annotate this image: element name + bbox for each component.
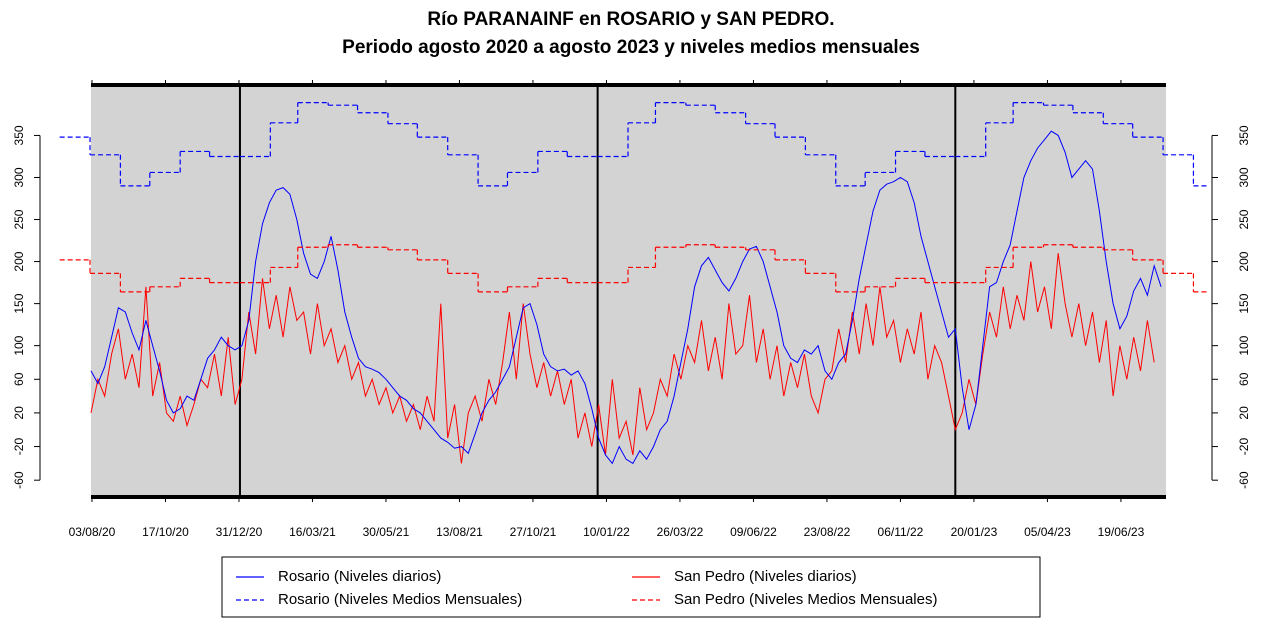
y-tick-label: 350: [1237, 125, 1251, 145]
y-tick-label: 200: [1237, 251, 1251, 271]
x-tick-label: 13/08/21: [436, 525, 483, 539]
y-tick-label: 20: [1237, 406, 1251, 420]
legend-box: [221, 556, 1041, 618]
legend-label: San Pedro (Niveles Medios Mensuales): [674, 591, 937, 608]
y-tick-label: 100: [12, 335, 26, 355]
x-tick-label: 31/12/20: [216, 525, 263, 539]
x-tick-label: 23/08/22: [804, 525, 851, 539]
y-tick-label: 20: [12, 406, 26, 420]
legend-label: San Pedro (Niveles diarios): [674, 568, 857, 585]
y-tick-label: -20: [12, 438, 26, 456]
y-tick-label: 300: [12, 167, 26, 187]
x-tick-label: 30/05/21: [363, 525, 410, 539]
x-tick-label: 20/01/23: [951, 525, 998, 539]
legend-label: Rosario (Niveles diarios): [278, 568, 441, 585]
y-tick-label: 300: [1237, 167, 1251, 187]
y-tick-label: 60: [1237, 372, 1251, 386]
x-tick-label: 17/10/20: [142, 525, 189, 539]
x-tick-label: 10/01/22: [583, 525, 630, 539]
daily-line: [90, 130, 1162, 465]
x-tick-label: 16/03/21: [289, 525, 336, 539]
y-tick-label: 60: [12, 372, 26, 386]
chart-subtitle: Periodo agosto 2020 a agosto 2023 y nive…: [342, 37, 920, 58]
y-tick-label: 350: [12, 125, 26, 145]
x-tick-label: 05/04/23: [1024, 525, 1071, 539]
y-tick-label: 100: [1237, 335, 1251, 355]
y-tick-label: -60: [12, 471, 26, 489]
y-tick-label: -20: [1237, 438, 1251, 456]
y-tick-label: -60: [1237, 471, 1251, 489]
y-tick-label: 250: [12, 209, 26, 229]
x-tick-label: 27/10/21: [510, 525, 557, 539]
x-tick-label: 03/08/20: [69, 525, 116, 539]
x-tick-label: 09/06/22: [730, 525, 777, 539]
x-tick-label: 06/11/22: [878, 525, 924, 539]
y-tick-label: 150: [12, 293, 26, 313]
x-tick-label: 26/03/22: [657, 525, 704, 539]
y-tick-label: 150: [1237, 293, 1251, 313]
x-tick-label: 19/06/23: [1098, 525, 1145, 539]
y-tick-label: 250: [1237, 209, 1251, 229]
y-tick-label: 200: [12, 251, 26, 271]
legend-label: Rosario (Niveles Medios Mensuales): [278, 591, 522, 608]
chart-title: Río PARANAINF en ROSARIO y SAN PEDRO.: [427, 9, 834, 30]
